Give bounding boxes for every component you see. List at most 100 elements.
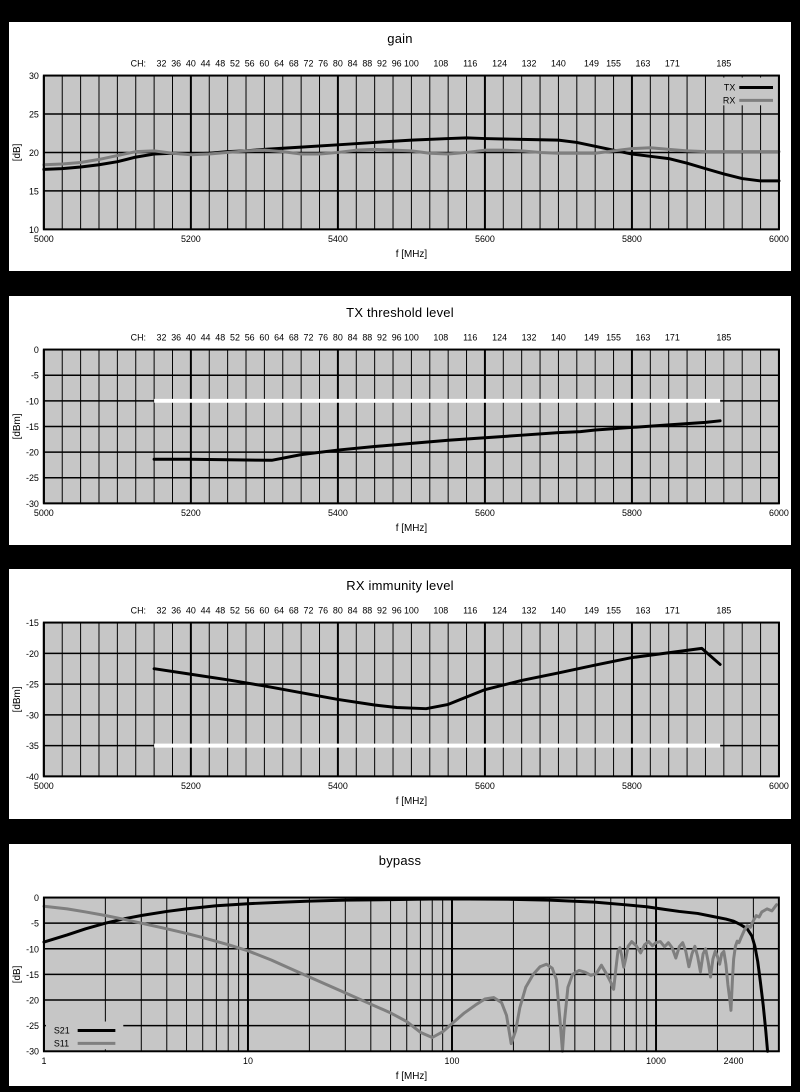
- channel-label: 149: [584, 606, 599, 616]
- channel-label: 132: [522, 606, 537, 616]
- channel-label: 96: [392, 606, 402, 616]
- grid: [42, 74, 780, 231]
- channel-label: 76: [318, 59, 328, 69]
- channel-label: 185: [716, 606, 731, 616]
- plot-border: [42, 621, 780, 778]
- y-tick-label: -20: [26, 996, 39, 1006]
- channel-label: 72: [304, 59, 314, 69]
- channel-label: 84: [348, 606, 358, 616]
- channel-label: 44: [201, 333, 211, 343]
- channel-label: 100: [404, 333, 419, 343]
- channel-label: 88: [362, 59, 372, 69]
- chart-title-gain: gain: [387, 31, 413, 46]
- channel-label: 155: [606, 59, 621, 69]
- x-tick-label: 5400: [328, 234, 348, 244]
- channel-row-prefix: CH:: [131, 333, 146, 343]
- channel-label: 140: [551, 333, 566, 343]
- y-tick-label: -20: [26, 448, 39, 458]
- channel-label: 40: [186, 606, 196, 616]
- series-TX: [42, 136, 781, 183]
- x-tick-label: 5600: [475, 234, 495, 244]
- channel-label: 171: [665, 333, 680, 343]
- y-tick-label: -10: [26, 944, 39, 954]
- channel-label: 185: [716, 59, 731, 69]
- channel-label: 116: [463, 59, 477, 69]
- y-tick-label: -30: [26, 710, 39, 720]
- channel-label: 32: [157, 606, 167, 616]
- grid: [42, 621, 780, 778]
- plot-border: [42, 74, 780, 231]
- legend-label: S11: [54, 1038, 69, 1048]
- x-tick-label: 5200: [181, 234, 201, 244]
- x-tick-label: 5600: [475, 508, 495, 518]
- channel-label: 88: [362, 333, 372, 343]
- y-tick-label: -25: [26, 680, 39, 690]
- channel-label: 108: [433, 333, 448, 343]
- y-tick-label: -25: [26, 473, 39, 483]
- channel-label: 84: [348, 59, 358, 69]
- channel-label: 40: [186, 333, 196, 343]
- x-tick-label: 5400: [328, 781, 348, 791]
- channel-label: 60: [259, 606, 269, 616]
- y-tick-label: 10: [29, 225, 39, 235]
- channel-label: 96: [392, 333, 402, 343]
- channel-label: 80: [333, 606, 343, 616]
- channel-label: 36: [171, 59, 181, 69]
- chart-title-rx-immunity: RX immunity level: [346, 578, 454, 593]
- channel-label: 124: [492, 606, 507, 616]
- channel-label: 155: [606, 606, 621, 616]
- panel-tx-threshold: 0 -5 -10 -15 -20 -25 -30 5000 5200 5400 5600 5800 60…: [8, 295, 792, 546]
- channel-label: 108: [433, 59, 448, 69]
- channel-row-prefix: CH:: [131, 59, 146, 69]
- channel-label: 40: [186, 59, 196, 69]
- y-tick-label: 30: [29, 71, 39, 81]
- channel-label: 84: [348, 333, 358, 343]
- channel-label: 48: [215, 59, 225, 69]
- x-tick-label: 1: [41, 1056, 46, 1066]
- channel-label: 185: [716, 333, 731, 343]
- channel-label: 64: [274, 606, 284, 616]
- y-axis-label: [dB]: [12, 143, 23, 161]
- series-RX: [42, 146, 781, 167]
- x-tick-label: 1000: [646, 1056, 666, 1066]
- channel-label: 140: [551, 606, 566, 616]
- channel-label: 44: [201, 606, 211, 616]
- x-tick-label: 5000: [34, 508, 54, 518]
- channel-label: 140: [551, 59, 566, 69]
- channel-label: 108: [433, 606, 448, 616]
- channel-label: 76: [318, 606, 328, 616]
- channel-label: 88: [362, 606, 372, 616]
- x-tick-label: 5600: [475, 781, 495, 791]
- x-axis-label: f [MHz]: [396, 523, 428, 534]
- channel-label: 56: [245, 59, 255, 69]
- y-axis-label: [dBm]: [12, 686, 23, 712]
- y-tick-label: -5: [31, 919, 39, 929]
- x-tick-label: 5000: [34, 234, 54, 244]
- channel-label: 72: [304, 333, 314, 343]
- channel-label: 92: [377, 606, 387, 616]
- y-tick-label: -35: [26, 741, 39, 751]
- channel-label: 163: [636, 606, 651, 616]
- channel-label: 80: [333, 333, 343, 343]
- y-tick-label: 15: [29, 186, 39, 196]
- y-tick-label: -15: [26, 970, 39, 980]
- channel-label: 60: [259, 59, 269, 69]
- y-tick-label: -5: [31, 371, 39, 381]
- channel-label: 163: [636, 333, 651, 343]
- x-axis-label: f [MHz]: [396, 796, 428, 807]
- x-tick-label: 5800: [622, 508, 642, 518]
- x-axis-label: f [MHz]: [396, 249, 428, 260]
- channel-label: 171: [665, 59, 680, 69]
- channel-label: 92: [377, 59, 387, 69]
- legend-label: S21: [54, 1025, 70, 1035]
- y-tick-label: -10: [26, 396, 39, 406]
- channel-label: 68: [289, 333, 299, 343]
- channel-label: 100: [404, 59, 419, 69]
- channel-label: 64: [274, 333, 284, 343]
- channel-label: 124: [492, 333, 507, 343]
- channel-label: 92: [377, 333, 387, 343]
